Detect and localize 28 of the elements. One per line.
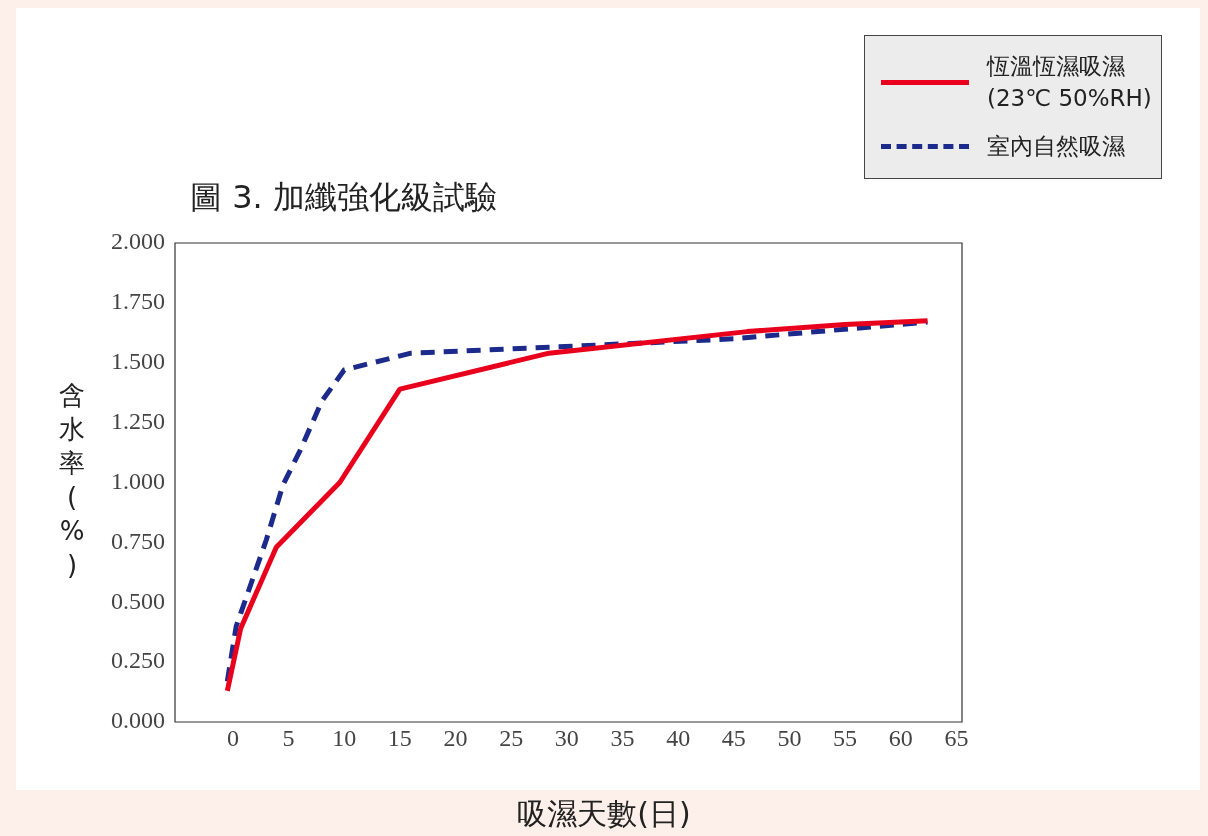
x-axis-title: 吸濕天數(日) [516, 795, 692, 833]
y-axis-title: 含水率(%) [58, 379, 86, 582]
x-tick-label: 65 [944, 724, 969, 751]
x-tick-label: 30 [554, 724, 579, 751]
x-tick-label: 15 [387, 724, 412, 751]
x-tick-label: 20 [443, 724, 468, 751]
chart-title: 圖 3. 加纖強化級試驗 [190, 177, 497, 218]
x-tick-label: 45 [721, 724, 746, 751]
x-tick-label: 10 [332, 724, 357, 751]
legend-label: 室內自然吸濕 [987, 132, 1126, 161]
y-tick-label: 1.500 [111, 348, 165, 375]
legend-label: 恆溫恆濕吸濕 (23℃ 50%RH) [987, 52, 1153, 113]
y-tick-label: 0.000 [111, 707, 165, 734]
y-tick-label: 2.000 [111, 228, 165, 255]
x-tick-label: 5 [282, 724, 295, 751]
x-tick-label: 55 [833, 724, 858, 751]
x-tick-label: 35 [610, 724, 635, 751]
x-tick-label: 60 [888, 724, 913, 751]
y-tick-label: 1.250 [111, 407, 165, 434]
x-tick-label: 50 [777, 724, 802, 751]
y-tick-label: 1.750 [111, 288, 165, 315]
x-tick-label: 40 [666, 724, 691, 751]
x-tick-label: 25 [499, 724, 524, 751]
y-tick-label: 0.750 [111, 527, 165, 554]
y-tick-label: 0.250 [111, 647, 165, 674]
x-tick-label: 0 [226, 724, 239, 751]
y-tick-label: 1.000 [111, 467, 165, 494]
y-tick-label: 0.500 [111, 587, 165, 614]
